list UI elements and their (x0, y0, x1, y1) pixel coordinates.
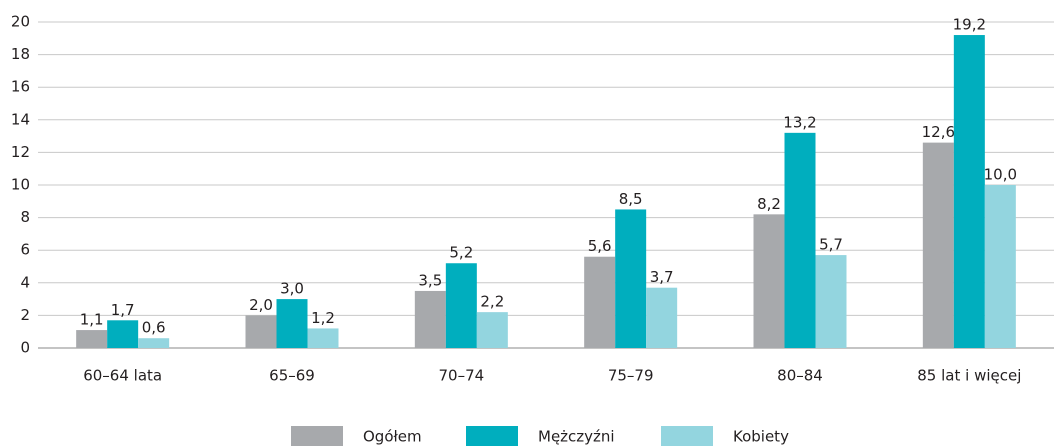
value-label: 1,1 (80, 311, 104, 329)
value-label: 10,0 (984, 166, 1017, 184)
bar (784, 132, 816, 348)
x-tick-label: 75–79 (608, 367, 654, 385)
bar (76, 330, 108, 348)
bar (646, 287, 678, 348)
bar (584, 256, 616, 348)
legend-swatch (661, 426, 713, 446)
bar (307, 328, 339, 348)
y-tick-label: 20 (11, 13, 30, 31)
y-tick-label: 2 (20, 306, 30, 324)
bar (953, 35, 985, 348)
x-tick-label: 65–69 (269, 367, 315, 385)
y-tick-label: 6 (20, 241, 30, 259)
bar (984, 185, 1016, 348)
bar (815, 255, 847, 348)
value-label: 3,5 (418, 271, 442, 289)
value-label: 19,2 (953, 16, 986, 34)
x-tick-label: 70–74 (438, 367, 484, 385)
y-tick-label: 14 (11, 110, 30, 128)
bar (922, 142, 954, 348)
value-label: 8,2 (757, 195, 781, 213)
value-label: 0,6 (142, 319, 166, 337)
y-tick-label: 16 (11, 78, 30, 96)
value-label: 3,0 (280, 280, 304, 298)
bar (245, 315, 277, 348)
x-tick-label: 85 lat i więcej (917, 367, 1021, 385)
y-tick-label: 4 (20, 273, 30, 291)
bar (753, 214, 785, 348)
y-tick-label: 18 (11, 45, 30, 63)
legend-label: Mężczyźni (538, 428, 615, 446)
legend-label: Kobiety (733, 428, 789, 446)
value-label: 5,6 (588, 237, 612, 255)
bar (138, 338, 170, 348)
legend-label: Ogółem (363, 428, 422, 446)
value-label: 12,6 (922, 123, 955, 141)
bar (276, 299, 308, 348)
y-tick-label: 12 (11, 143, 30, 161)
y-tick-label: 10 (11, 176, 30, 194)
value-label: 8,5 (619, 190, 643, 208)
value-label: 3,7 (650, 268, 674, 286)
bar (414, 290, 446, 348)
bar (615, 209, 647, 348)
value-label: 2,0 (249, 296, 273, 314)
y-tick-label: 0 (20, 339, 30, 357)
legend-swatch (466, 426, 518, 446)
value-label: 13,2 (783, 113, 816, 131)
value-label: 1,2 (311, 309, 335, 327)
x-tick-label: 80–84 (777, 367, 823, 385)
bar (476, 312, 508, 348)
bar (445, 263, 477, 348)
value-label: 5,2 (449, 244, 473, 262)
y-tick-label: 8 (20, 208, 30, 226)
bar (107, 320, 139, 348)
legend-swatch (291, 426, 343, 446)
value-label: 5,7 (819, 236, 843, 254)
value-label: 2,2 (480, 293, 504, 311)
x-tick-label: 60–64 lata (83, 367, 162, 385)
value-label: 1,7 (111, 301, 135, 319)
